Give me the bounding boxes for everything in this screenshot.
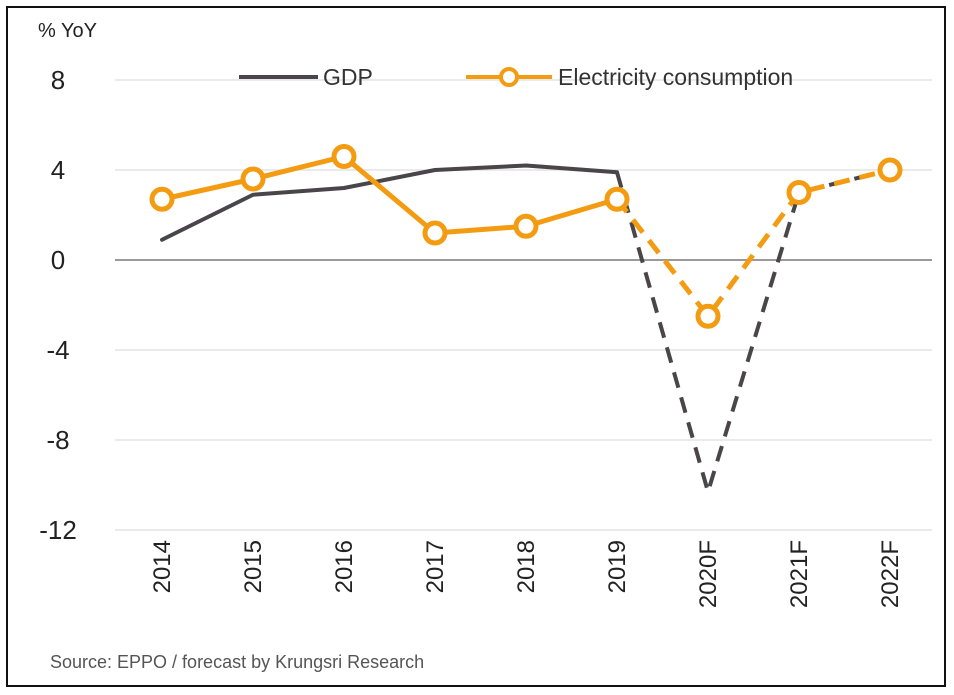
electricity-consumption-line-actual	[159, 154, 620, 236]
electricity-consumption-point	[695, 303, 721, 329]
x-tick-label: 2014	[149, 540, 176, 593]
legend-gdp-label: GDP	[323, 64, 373, 90]
chart-frame	[6, 6, 946, 687]
series-markers	[149, 144, 903, 329]
source-note: Source: EPPO / forecast by Krungsri Rese…	[50, 652, 424, 672]
series-lines	[159, 154, 891, 494]
legend-electricity-label: Electricity consumption	[558, 64, 793, 90]
gdp-line-forecast	[615, 168, 891, 494]
legend-electricity-marker	[499, 67, 519, 87]
x-tick-label: 2018	[513, 540, 540, 593]
electricity-consumption-point	[786, 180, 812, 205]
y-tick-label: 0	[51, 245, 65, 275]
x-tick-label: 2020F	[695, 540, 722, 608]
y-tick-label: -12	[39, 515, 77, 545]
x-tick-label: 2022F	[877, 540, 904, 608]
y-tick-label: -4	[46, 335, 69, 365]
electricity-consumption-point	[240, 166, 266, 192]
y-axis-ticks: 8 4 0 -4 -8 -12	[39, 65, 77, 545]
electricity-consumption-point	[149, 186, 175, 212]
y-tick-label: -8	[46, 425, 69, 455]
y-axis-label: % YoY	[38, 20, 97, 42]
y-tick-label: 8	[51, 65, 65, 95]
x-tick-label: 2019	[604, 540, 631, 593]
electricity-consumption-point	[331, 144, 357, 169]
gdp-line-actual	[160, 163, 619, 242]
electricity-consumption-point	[422, 220, 448, 246]
legend: GDP Electricity consumption	[239, 64, 793, 90]
x-tick-label: 2017	[422, 540, 449, 593]
electricity-consumption-line-forecast	[615, 167, 891, 319]
electricity-consumption-point	[513, 213, 539, 239]
x-tick-label: 2015	[240, 540, 267, 593]
electricity-consumption-point	[604, 186, 630, 212]
y-tick-label: 4	[51, 155, 65, 185]
grid-lines	[115, 79, 932, 531]
x-tick-label: 2021F	[786, 540, 813, 608]
electricity-consumption-point	[877, 157, 903, 183]
x-tick-label: 2016	[331, 540, 358, 593]
x-axis-ticks: 2014 2015 2016 2017 2018 2019 2020F 2021F 2022F	[149, 540, 904, 608]
